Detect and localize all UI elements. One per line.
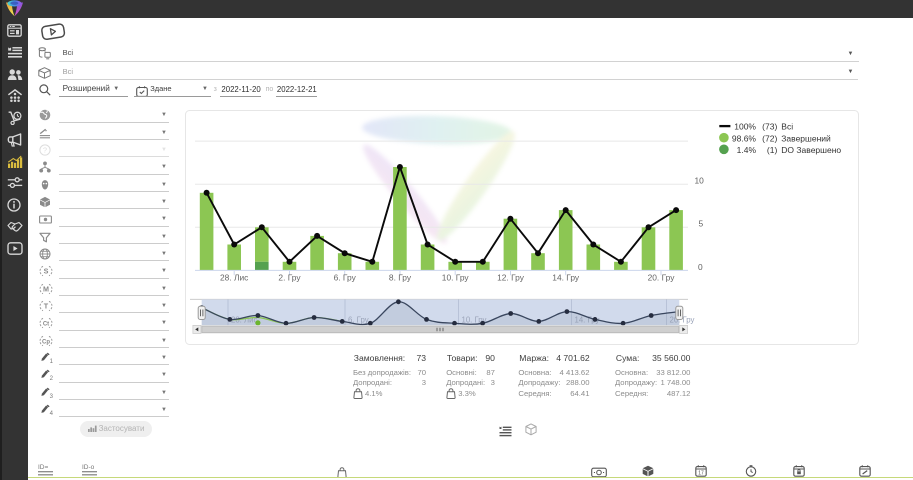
svg-text:20. Гру: 20. Гру [670,315,695,324]
svg-text:M: M [43,284,49,293]
svg-text:4: 4 [49,411,52,416]
svg-text:28. Лис: 28. Лис [231,315,257,324]
svg-text:(73): (73) [762,122,777,132]
svg-text:Всі: Всі [781,122,793,132]
svg-text:14. Гру: 14. Гру [575,315,600,324]
svg-text:12. Гру: 12. Гру [497,273,525,283]
svg-text:Завершений: Завершений [781,134,831,144]
svg-text:17: 17 [698,471,704,477]
svg-text:2. Гру: 2. Гру [278,273,301,283]
svg-text:(72): (72) [762,134,777,144]
svg-text:?: ? [42,146,46,155]
svg-text:1: 1 [49,359,52,364]
svg-text:5: 5 [699,219,704,229]
svg-text:28. Лис: 28. Лис [220,273,248,283]
svg-text:DO Завершено: DO Завершено [781,145,841,155]
svg-text:T: T [43,301,48,310]
svg-text:10. Гру: 10. Гру [462,315,487,324]
svg-text:2: 2 [49,376,52,381]
svg-text:3: 3 [49,394,52,399]
svg-text:20. Гру: 20. Гру [648,273,676,283]
svg-text:1.4%: 1.4% [737,145,757,155]
svg-text:8. Гру: 8. Гру [389,273,412,283]
svg-text:14. Гру: 14. Гру [552,273,580,283]
svg-text:Cp: Cp [42,339,50,345]
svg-text:Ct: Ct [42,322,48,328]
svg-text:(1): (1) [767,145,778,155]
svg-text:100%: 100% [734,122,756,132]
svg-text:10. Гру: 10. Гру [442,273,470,283]
svg-text:10: 10 [695,176,705,186]
svg-text:98.6%: 98.6% [732,134,757,144]
svg-text:ID-o: ID-o [82,464,95,471]
svg-text:6. Гру: 6. Гру [348,315,369,324]
svg-text:0: 0 [698,262,703,272]
svg-text:ID=: ID= [38,464,49,471]
svg-text:S: S [43,267,48,276]
svg-text:6. Гру: 6. Гру [334,273,357,283]
